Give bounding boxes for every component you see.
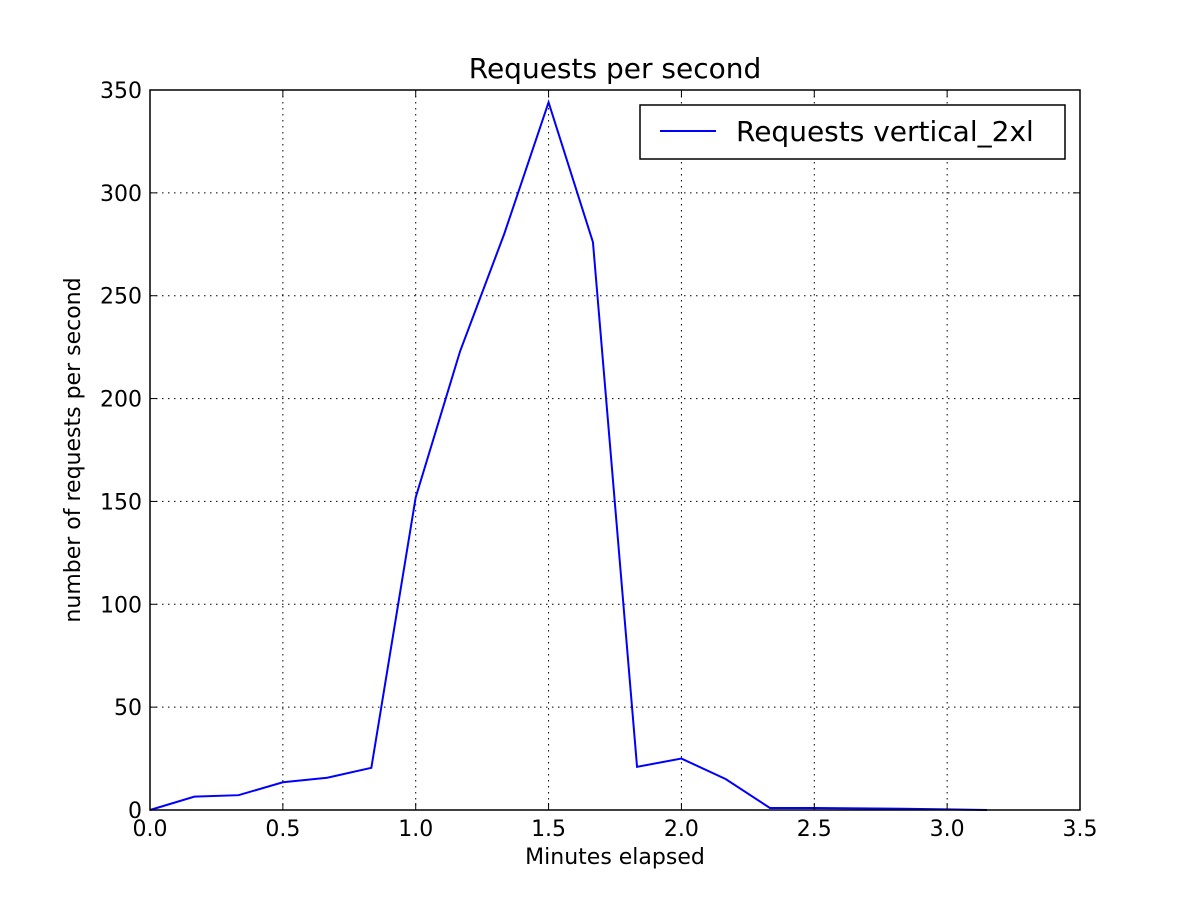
x-tick-labels: 0.0 0.5 1.0 1.5 2.0 2.5 3.0 3.5 (133, 817, 1098, 842)
x-tick-label: 3.0 (930, 817, 965, 842)
series-layer (149, 99, 988, 811)
y-tick-label: 250 (100, 285, 142, 310)
chart-title: Requests per second (469, 52, 762, 85)
x-tick-label: 0.0 (133, 817, 168, 842)
axis-ticks (149, 89, 1081, 811)
y-tick-labels: 0 50 100 150 200 250 300 350 (100, 79, 142, 824)
y-tick-label: 300 (100, 182, 142, 207)
y-tick-label: 0 (128, 799, 142, 824)
x-axis-label: Minutes elapsed (525, 845, 705, 870)
x-tick-label: 1.0 (398, 817, 433, 842)
y-tick-label: 150 (100, 490, 142, 515)
y-tick-label: 200 (100, 388, 142, 413)
y-tick-label: 350 (100, 79, 142, 104)
series-line (149, 99, 988, 811)
x-tick-label: 3.5 (1063, 817, 1098, 842)
x-tick-label: 1.5 (531, 817, 566, 842)
plot-frame (149, 89, 1081, 811)
x-tick-label: 2.5 (797, 817, 832, 842)
y-tick-label: 50 (114, 696, 142, 721)
legend: Requests vertical_2xl (639, 104, 1066, 160)
x-tick-label: 2.0 (664, 817, 699, 842)
x-tick-label: 0.5 (265, 817, 300, 842)
grid-lines (150, 90, 1080, 810)
y-tick-label: 100 (100, 593, 142, 618)
legend-entry-label: Requests vertical_2xl (736, 115, 1034, 148)
y-axis-label: number of requests per second (61, 277, 86, 622)
